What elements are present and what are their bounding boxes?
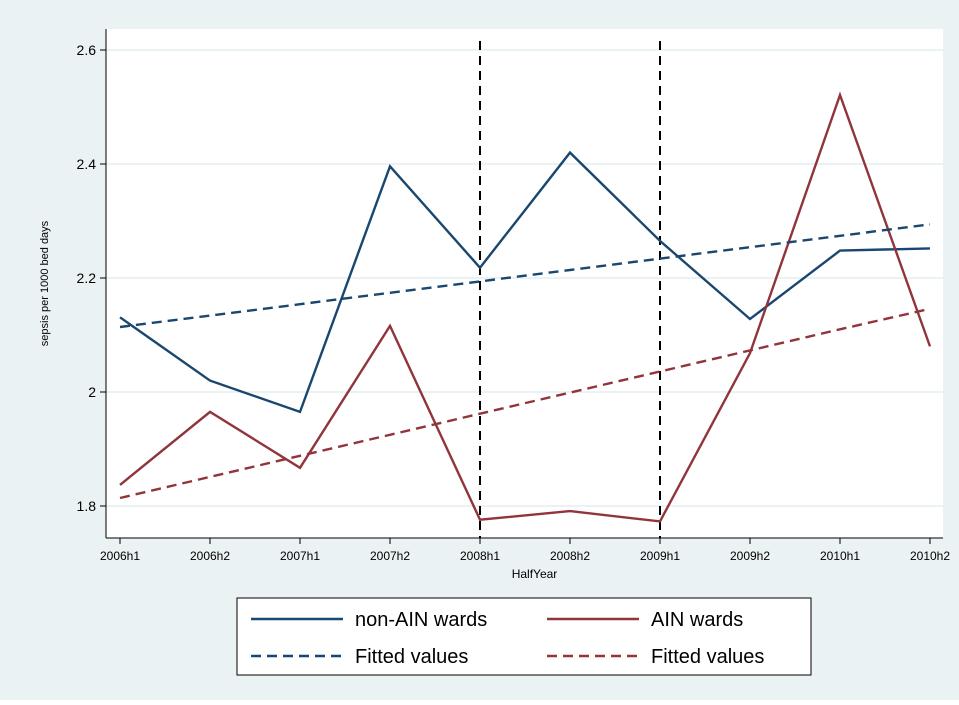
x-tick-label: 2006h1 [100,549,140,563]
x-tick-label: 2010h2 [910,549,950,563]
legend-box [236,597,812,676]
x-tick-label: 2006h2 [190,549,230,563]
series-line-0 [119,150,931,414]
series-line-1 [119,91,932,523]
legend-label-1: AIN wards [651,609,743,631]
x-tick-label: 2008h2 [550,549,590,563]
x-tick-label: 2007h1 [280,549,320,563]
x-tick-label: 2008h1 [460,549,500,563]
x-tick-label: 2010h1 [820,549,860,563]
x-tick-label: 2009h1 [640,549,680,563]
legend-label-3: Fitted values [651,646,764,668]
x-axis-title: HalfYear [512,567,558,581]
legend-label-0: non-AIN wards [355,609,487,631]
series-line-3 [119,307,931,500]
y-tick-label: 2.4 [77,156,97,172]
series-line-2 [119,223,931,329]
y-tick-label: 2.2 [77,270,97,286]
plot-area [106,29,943,538]
y-tick-label: 2.6 [77,42,97,58]
x-tick-label: 2009h2 [730,549,770,563]
legend-label-2: Fitted values [355,646,468,668]
y-tick-label: 2 [88,384,96,400]
y-tick-label: 1.8 [77,498,97,514]
y-axis-title: sepsis per 1000 bed days [39,220,51,346]
x-tick-label: 2007h2 [370,549,410,563]
